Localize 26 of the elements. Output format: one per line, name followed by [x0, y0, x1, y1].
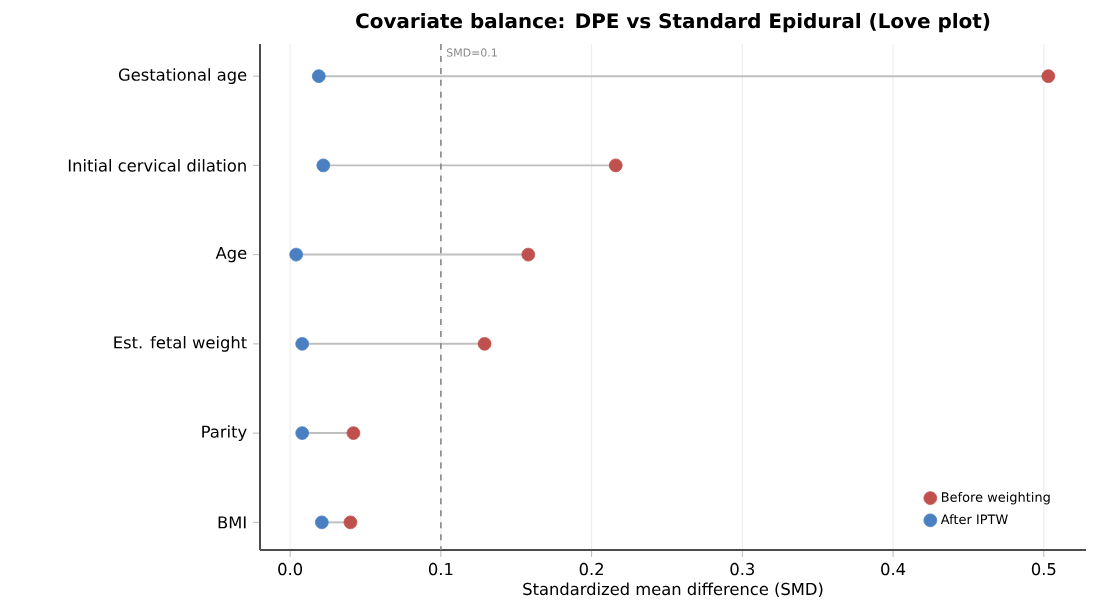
- x-axis-title: Standardized mean difference (SMD): [523, 582, 823, 598]
- point: [295, 337, 310, 351]
- x-tick-label: 0.4: [881, 562, 906, 576]
- x-tick-label: 0.0: [278, 562, 303, 576]
- x-tick-label: 0.5: [1031, 562, 1056, 576]
- chart-title: Covariate balance: DPE vs Standard Epidural (Love plot): [356, 12, 990, 33]
- x-tick-label: 0.3: [730, 562, 755, 576]
- point: [316, 158, 331, 173]
- y-tick-label: Parity: [202, 425, 247, 442]
- point: [315, 515, 329, 530]
- x-tick-label: 0.2: [579, 562, 603, 576]
- point: [477, 337, 492, 351]
- y-tick-label: Gestational age: [118, 68, 247, 85]
- y-tick-label: BMI: [218, 516, 246, 529]
- point: [346, 426, 361, 440]
- y-tick-label: Est. fetal weight: [114, 335, 247, 352]
- y-tick-label: Age: [215, 246, 247, 263]
- point: [343, 515, 358, 530]
- point: [521, 247, 536, 262]
- y-tick-label: Initial cervical dilation: [68, 159, 246, 172]
- point: [608, 158, 623, 173]
- point: [1041, 69, 1056, 83]
- x-tick-label: 0.1: [428, 562, 453, 576]
- point: [289, 247, 303, 262]
- point: [311, 69, 326, 83]
- point: [295, 426, 310, 440]
